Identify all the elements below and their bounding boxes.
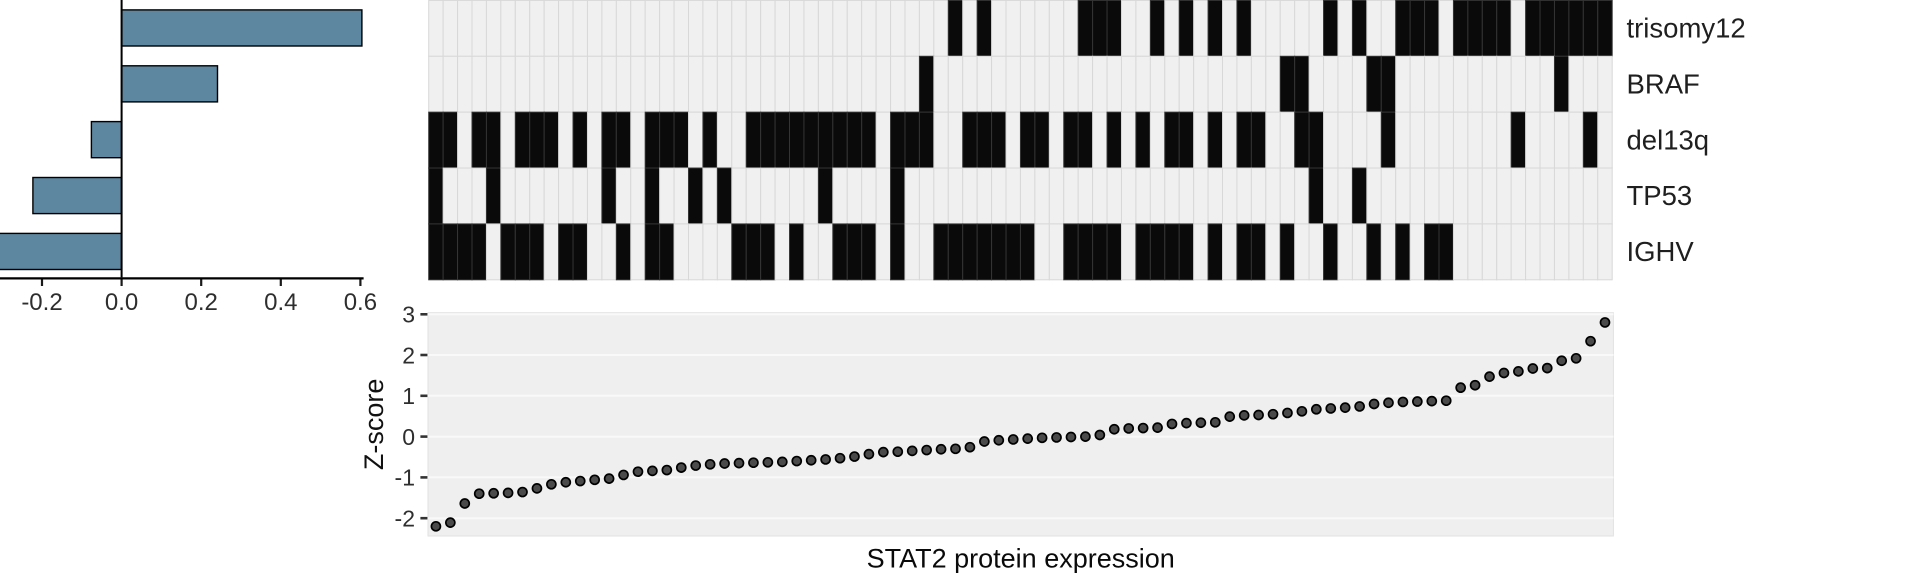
svg-text:-2: -2 — [395, 506, 415, 532]
svg-text:STAT2 protein expression: STAT2 protein expression — [867, 544, 1175, 574]
svg-text:trisomy12: trisomy12 — [1627, 13, 1746, 44]
svg-text:0.6: 0.6 — [344, 289, 377, 316]
svg-text:del13q: del13q — [1627, 124, 1710, 155]
svg-text:0: 0 — [402, 424, 415, 450]
svg-text:Z-score: Z-score — [359, 379, 389, 471]
svg-text:0.0: 0.0 — [105, 289, 138, 316]
svg-text:-1: -1 — [395, 465, 415, 491]
svg-text:1: 1 — [402, 383, 415, 409]
svg-text:IGHV: IGHV — [1627, 236, 1695, 267]
svg-text:3: 3 — [402, 302, 415, 328]
svg-text:BRAF: BRAF — [1627, 68, 1700, 99]
svg-text:-0.2: -0.2 — [21, 289, 62, 316]
svg-text:0.2: 0.2 — [185, 289, 218, 316]
svg-text:2: 2 — [402, 342, 415, 368]
svg-text:0.4: 0.4 — [264, 289, 297, 316]
svg-text:TP53: TP53 — [1627, 180, 1693, 211]
